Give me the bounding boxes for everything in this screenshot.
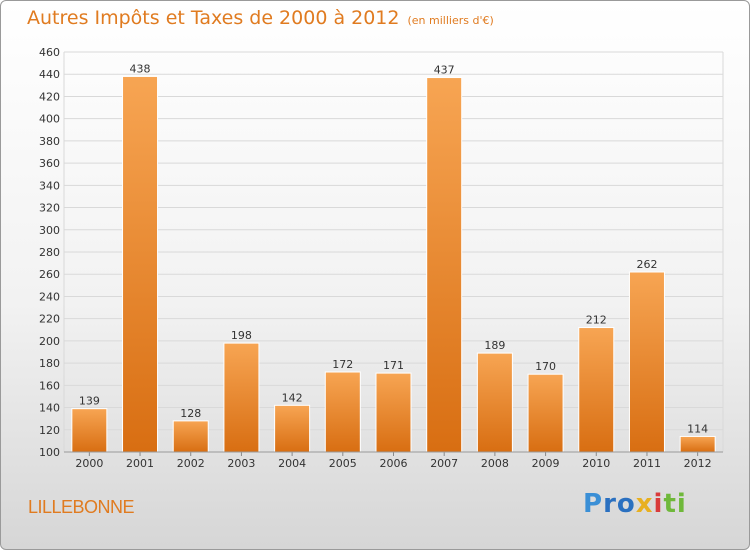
x-tick-label: 2010	[582, 457, 610, 470]
y-tick-label: 340	[39, 179, 60, 192]
y-axis-ticks: 100 120 140 160 180 200 220 240 260 280 300 320 340 3…	[39, 46, 60, 459]
x-tick-label: 2004	[278, 457, 306, 470]
y-tick-label: 280	[39, 246, 60, 259]
x-tick-label: 2007	[430, 457, 458, 470]
x-tick-label: 2002	[177, 457, 205, 470]
bar-2004	[274, 404, 311, 453]
x-tick-label: 2006	[380, 457, 408, 470]
y-tick-label: 220	[39, 313, 60, 326]
data-label-2002: 128	[180, 407, 201, 420]
y-tick-label: 140	[39, 402, 60, 415]
x-tick-label: 2000	[75, 457, 103, 470]
x-tick-label: 2005	[329, 457, 357, 470]
y-tick-label: 360	[39, 157, 60, 170]
data-label-2009: 170	[535, 360, 556, 373]
y-tick-label: 320	[39, 202, 60, 215]
x-tick-label: 2001	[126, 457, 154, 470]
city-name: LILLEBONNE	[28, 497, 135, 517]
y-tick-label: 420	[39, 90, 60, 103]
y-tick-label: 200	[39, 335, 60, 348]
data-label-2000: 139	[79, 395, 100, 408]
logo-letter: o	[616, 489, 636, 519]
data-labels: 139 438 128 198 142 172 171 437 189 170 212 262 114	[79, 62, 708, 435]
y-tick-label: 120	[39, 424, 60, 437]
x-tick-label: 2003	[227, 457, 255, 470]
data-label-2012: 114	[687, 422, 708, 435]
bar-2003	[223, 342, 260, 453]
bars	[71, 75, 716, 453]
data-label-2005: 172	[332, 358, 353, 371]
data-label-2003: 198	[231, 329, 252, 342]
data-label-2010: 212	[586, 314, 607, 327]
bar-2008	[476, 352, 513, 453]
data-label-2008: 189	[484, 339, 505, 352]
bar-2009	[527, 373, 564, 453]
y-tick-label: 300	[39, 224, 60, 237]
bar-2006	[375, 372, 412, 453]
data-label-2004: 142	[282, 391, 303, 404]
y-tick-label: 260	[39, 268, 60, 281]
y-tick-label: 160	[39, 379, 60, 392]
bar-2010	[578, 327, 615, 453]
proxiti-logo[interactable]: Proxiti	[583, 489, 687, 519]
y-tick-label: 400	[39, 113, 60, 126]
data-label-2001: 438	[130, 62, 151, 75]
bar-2000	[71, 408, 108, 453]
x-tick-label: 2008	[481, 457, 509, 470]
x-tick-label: 2009	[532, 457, 560, 470]
x-axis-ticks: 2000 2001 2002 2003 2004 2005 2006 2007 2008 2009…	[64, 451, 723, 470]
y-tick-label: 240	[39, 290, 60, 303]
chart-title-text: Autres Impôts et Taxes de 2000 à 2012	[27, 7, 400, 29]
y-tick-label: 380	[39, 135, 60, 148]
logo-letter: x	[635, 489, 654, 519]
bar-2011	[628, 271, 665, 453]
bar-2001	[122, 75, 159, 453]
bar-2012	[679, 435, 716, 453]
y-tick-label: 100	[39, 446, 60, 459]
y-tick-label: 460	[39, 46, 60, 59]
bar-2002	[172, 420, 209, 453]
chart-unit: (en milliers d'€)	[407, 14, 494, 27]
logo-letter: i	[676, 489, 687, 519]
logo-letter: t	[663, 489, 677, 519]
x-tick-label: 2011	[633, 457, 661, 470]
bar-2005	[324, 371, 361, 453]
logo-letter: r	[603, 489, 617, 519]
x-tick-label: 2012	[684, 457, 712, 470]
data-label-2006: 171	[383, 359, 404, 372]
data-label-2007: 437	[434, 64, 455, 77]
logo-letter: i	[653, 489, 664, 519]
y-tick-label: 180	[39, 357, 60, 370]
chart-title: Autres Impôts et Taxes de 2000 à 2012 (en…	[27, 7, 494, 29]
y-tick-label: 440	[39, 68, 60, 81]
bar-2007	[426, 77, 463, 453]
logo-letter: P	[583, 489, 604, 519]
data-label-2011: 262	[636, 258, 657, 271]
